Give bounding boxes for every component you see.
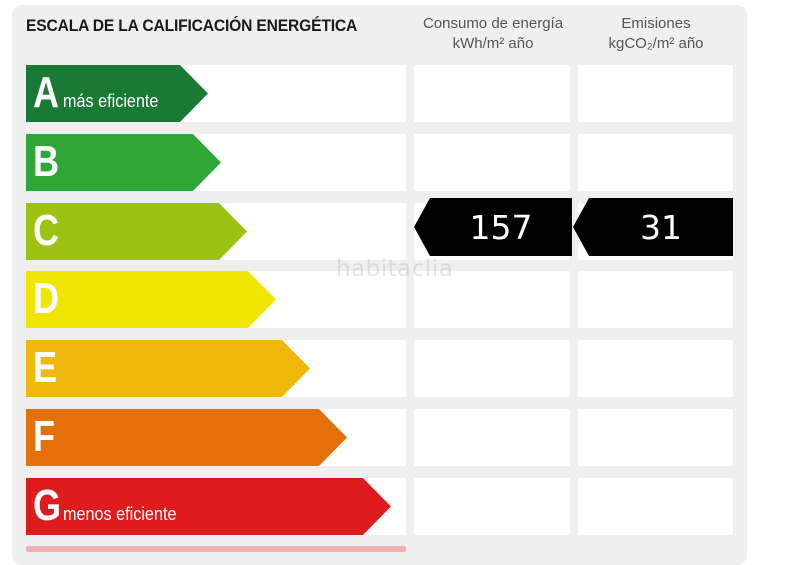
consumo-header-line1: Consumo de energía xyxy=(422,15,564,32)
rating-letter-d: D xyxy=(33,274,60,323)
emisiones-cell-b xyxy=(578,134,733,191)
page-title: ESCALA DE LA CALIFICACIÓN ENERGÉTICA xyxy=(26,16,358,35)
consumo-cell-g xyxy=(414,478,570,535)
emisiones-value-badge: 31 xyxy=(573,198,733,256)
rating-arrow-b: B xyxy=(26,134,221,191)
consumo-cell-d xyxy=(414,271,570,328)
consumo-value: 157 xyxy=(469,207,533,247)
emisiones-cell-f xyxy=(578,409,733,466)
consumo-cell-e xyxy=(414,340,570,397)
emisiones-cell-e xyxy=(578,340,733,397)
consumo-header-unit: kWh/m² año xyxy=(452,35,534,52)
consumo-cell-b xyxy=(414,134,570,191)
emisiones-cell-g xyxy=(578,478,733,535)
rating-letter-a: A xyxy=(33,68,60,117)
rating-letter-e: E xyxy=(33,343,58,392)
consumo-column-header: Consumo de energía kWh/m² año xyxy=(414,14,572,54)
rating-letter-g: G xyxy=(33,481,62,530)
rating-letter-c: C xyxy=(33,206,60,255)
emisiones-cell-d xyxy=(578,271,733,328)
scale-cell-bottom-edge xyxy=(26,546,406,552)
emisiones-header-line1: Emisiones xyxy=(621,15,691,32)
rating-arrow-c: C xyxy=(26,203,247,260)
rating-label-g: menos eficiente xyxy=(63,504,177,524)
consumo-cell-a xyxy=(414,65,570,122)
rating-arrow-e: E xyxy=(26,340,310,397)
emisiones-cell-a xyxy=(578,65,733,122)
consumo-value-badge: 157 xyxy=(414,198,572,256)
rating-arrow-g: G menos eficiente xyxy=(26,478,391,535)
emisiones-header-unit: kgCO₂/m² año xyxy=(608,35,704,52)
emisiones-column-header: Emisiones kgCO₂/m² año xyxy=(578,14,734,54)
rating-arrow-a: A más eficiente xyxy=(26,65,208,122)
watermark-logo: habitaclia xyxy=(336,256,454,282)
consumo-cell-f xyxy=(414,409,570,466)
emisiones-value: 31 xyxy=(640,207,682,247)
rating-arrow-d: D xyxy=(26,271,276,328)
rating-letter-b: B xyxy=(33,137,60,186)
rating-arrow-f: F xyxy=(26,409,347,466)
rating-label-a: más eficiente xyxy=(63,91,159,111)
rating-letter-f: F xyxy=(33,412,56,461)
